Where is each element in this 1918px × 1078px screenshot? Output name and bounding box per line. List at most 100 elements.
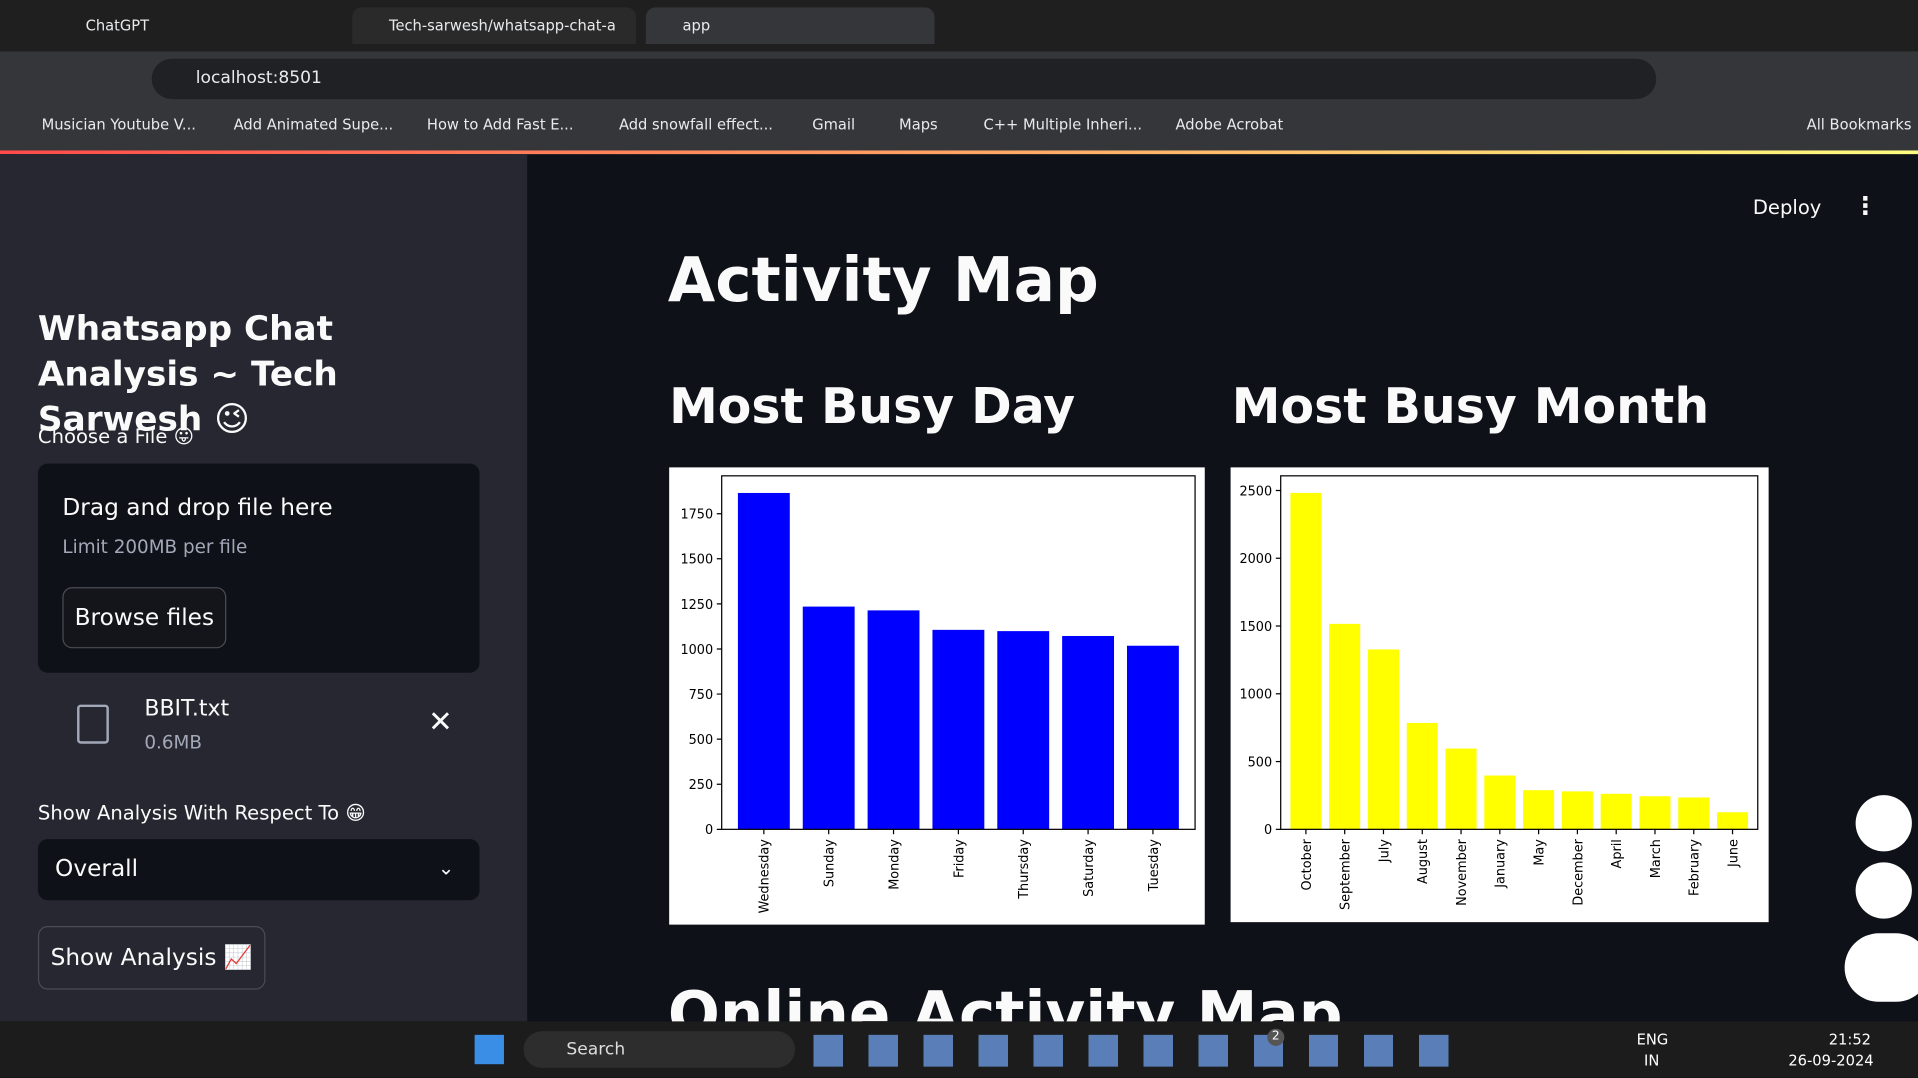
bookmark[interactable]: Adobe Acrobat bbox=[1175, 116, 1284, 134]
bar bbox=[1484, 775, 1516, 830]
y-tick-label: 1250 bbox=[680, 598, 713, 613]
y-tick-label: 1500 bbox=[680, 553, 713, 568]
dropzone-title: Drag and drop file here bbox=[62, 494, 333, 522]
deploy[interactable]: Deploy bbox=[1752, 195, 1822, 219]
dropzone-limit: Limit 200MB per file bbox=[62, 535, 248, 558]
side-button[interactable] bbox=[1855, 795, 1912, 852]
x-tick-label: August bbox=[1416, 839, 1431, 884]
bar bbox=[1678, 797, 1710, 830]
select[interactable] bbox=[37, 839, 480, 901]
time: 21:52 bbox=[1828, 1031, 1872, 1049]
show-button[interactable]: Show Analysis 📈 bbox=[37, 925, 266, 990]
chevron: ⌄ bbox=[437, 856, 455, 880]
bar bbox=[1290, 492, 1322, 830]
bar bbox=[997, 631, 1050, 830]
label: Show Analysis With Respect To 😁 bbox=[37, 801, 366, 825]
file-icon bbox=[77, 704, 109, 744]
x-tick-label: May bbox=[1533, 839, 1548, 866]
chart-heading: Most Busy Month bbox=[1231, 379, 1710, 436]
bar bbox=[737, 492, 790, 830]
file-size: 0.6MB bbox=[144, 731, 202, 754]
x-tick-label: December bbox=[1571, 838, 1586, 905]
y-tick-label: 1750 bbox=[680, 508, 713, 523]
side-button[interactable] bbox=[1855, 862, 1912, 919]
all-bookmarks[interactable]: All Bookmarks bbox=[1806, 116, 1912, 134]
bar bbox=[1126, 645, 1179, 830]
y-tick-label: 1000 bbox=[1239, 688, 1272, 703]
x-tick-label: Thursday bbox=[1017, 839, 1032, 900]
language: ENG bbox=[1636, 1031, 1669, 1049]
y-tick-label: 0 bbox=[705, 823, 713, 838]
bar bbox=[1600, 793, 1632, 830]
browse-button[interactable]: Browse files bbox=[62, 587, 227, 649]
bookmark[interactable]: Add snowfall effect... bbox=[618, 116, 773, 134]
x-tick-label: Friday bbox=[952, 839, 967, 878]
remove-file[interactable]: ✕ bbox=[428, 704, 453, 739]
bar bbox=[932, 629, 985, 830]
bar bbox=[1367, 649, 1399, 830]
bookmark[interactable]: How to Add Fast E... bbox=[426, 116, 574, 134]
bar bbox=[1329, 623, 1361, 830]
y-tick-label: 500 bbox=[689, 733, 714, 748]
app-icons[interactable] bbox=[813, 1034, 1450, 1067]
chart-heading: Most Busy Day bbox=[669, 379, 1076, 436]
label: Choose a File 😛 bbox=[37, 424, 194, 448]
bookmark[interactable]: Gmail bbox=[812, 116, 856, 134]
bar bbox=[1062, 635, 1115, 830]
bookmark[interactable]: Musician Youtube V... bbox=[41, 116, 196, 134]
x-tick-label: Wednesday bbox=[758, 839, 773, 914]
search-box[interactable] bbox=[523, 1031, 796, 1068]
bookmark[interactable]: C++ Multiple Inheri... bbox=[983, 116, 1143, 134]
bar bbox=[1561, 791, 1593, 830]
address-bar[interactable] bbox=[151, 58, 1657, 100]
bookmark[interactable]: Maps bbox=[899, 116, 938, 134]
side-button[interactable] bbox=[1844, 933, 1918, 1002]
decoration bbox=[0, 150, 1918, 155]
bar bbox=[1639, 796, 1671, 830]
url[interactable]: localhost:8501 bbox=[195, 68, 322, 89]
heading: Activity Map bbox=[667, 244, 1099, 316]
bar bbox=[1523, 790, 1555, 830]
menu[interactable]: ⋮ bbox=[1853, 190, 1878, 221]
chart: October September July August November Januar… bbox=[1230, 467, 1769, 923]
y-tick-label: 2500 bbox=[1239, 484, 1272, 499]
x-tick-label: November bbox=[1455, 838, 1470, 905]
y-tick-label: 0 bbox=[1264, 823, 1272, 838]
chart: Wednesday Sunday Monday Friday Thursday Satur… bbox=[669, 467, 1205, 925]
x-tick-label: March bbox=[1649, 839, 1664, 878]
tab[interactable]: Tech-sarwesh/whatsapp-chat-a bbox=[352, 7, 637, 45]
x-tick-label: Monday bbox=[887, 839, 902, 890]
x-tick-label: Tuesday bbox=[1147, 839, 1162, 893]
x-tick-label: April bbox=[1610, 839, 1625, 868]
y-tick-label: 1500 bbox=[1239, 620, 1272, 635]
x-tick-label: Saturday bbox=[1082, 839, 1097, 897]
y-tick-label: 2000 bbox=[1239, 552, 1272, 567]
file-name: BBIT.txt bbox=[144, 696, 230, 722]
x-tick-label: September bbox=[1339, 838, 1354, 910]
plot-frame bbox=[1280, 475, 1759, 830]
search-text: Search bbox=[566, 1039, 626, 1060]
bookmark[interactable]: Add Animated Supe... bbox=[233, 116, 394, 134]
bar bbox=[1717, 812, 1749, 830]
sidebar-title: Whatsapp Chat Analysis ~ Tech Sarwesh 😉 bbox=[37, 308, 338, 440]
select-value: Overall bbox=[55, 855, 139, 882]
y-tick-label: 1000 bbox=[680, 643, 713, 658]
bar bbox=[1406, 722, 1438, 830]
y-tick-label: 250 bbox=[689, 778, 714, 793]
x-tick-label: June bbox=[1726, 839, 1741, 868]
bar bbox=[867, 610, 920, 830]
bar bbox=[1445, 748, 1477, 830]
x-tick-label: Sunday bbox=[823, 839, 838, 887]
start[interactable] bbox=[474, 1034, 504, 1065]
x-tick-label: July bbox=[1377, 839, 1392, 863]
x-tick-label: January bbox=[1494, 839, 1509, 889]
region: IN bbox=[1643, 1051, 1660, 1070]
x-tick-label: February bbox=[1688, 839, 1703, 896]
tab-active[interactable]: app bbox=[645, 7, 935, 45]
tab[interactable]: ChatGPT bbox=[48, 7, 343, 45]
y-tick-label: 500 bbox=[1248, 755, 1273, 770]
badge: 2 bbox=[1267, 1028, 1285, 1046]
x-tick-label: October bbox=[1300, 838, 1315, 890]
